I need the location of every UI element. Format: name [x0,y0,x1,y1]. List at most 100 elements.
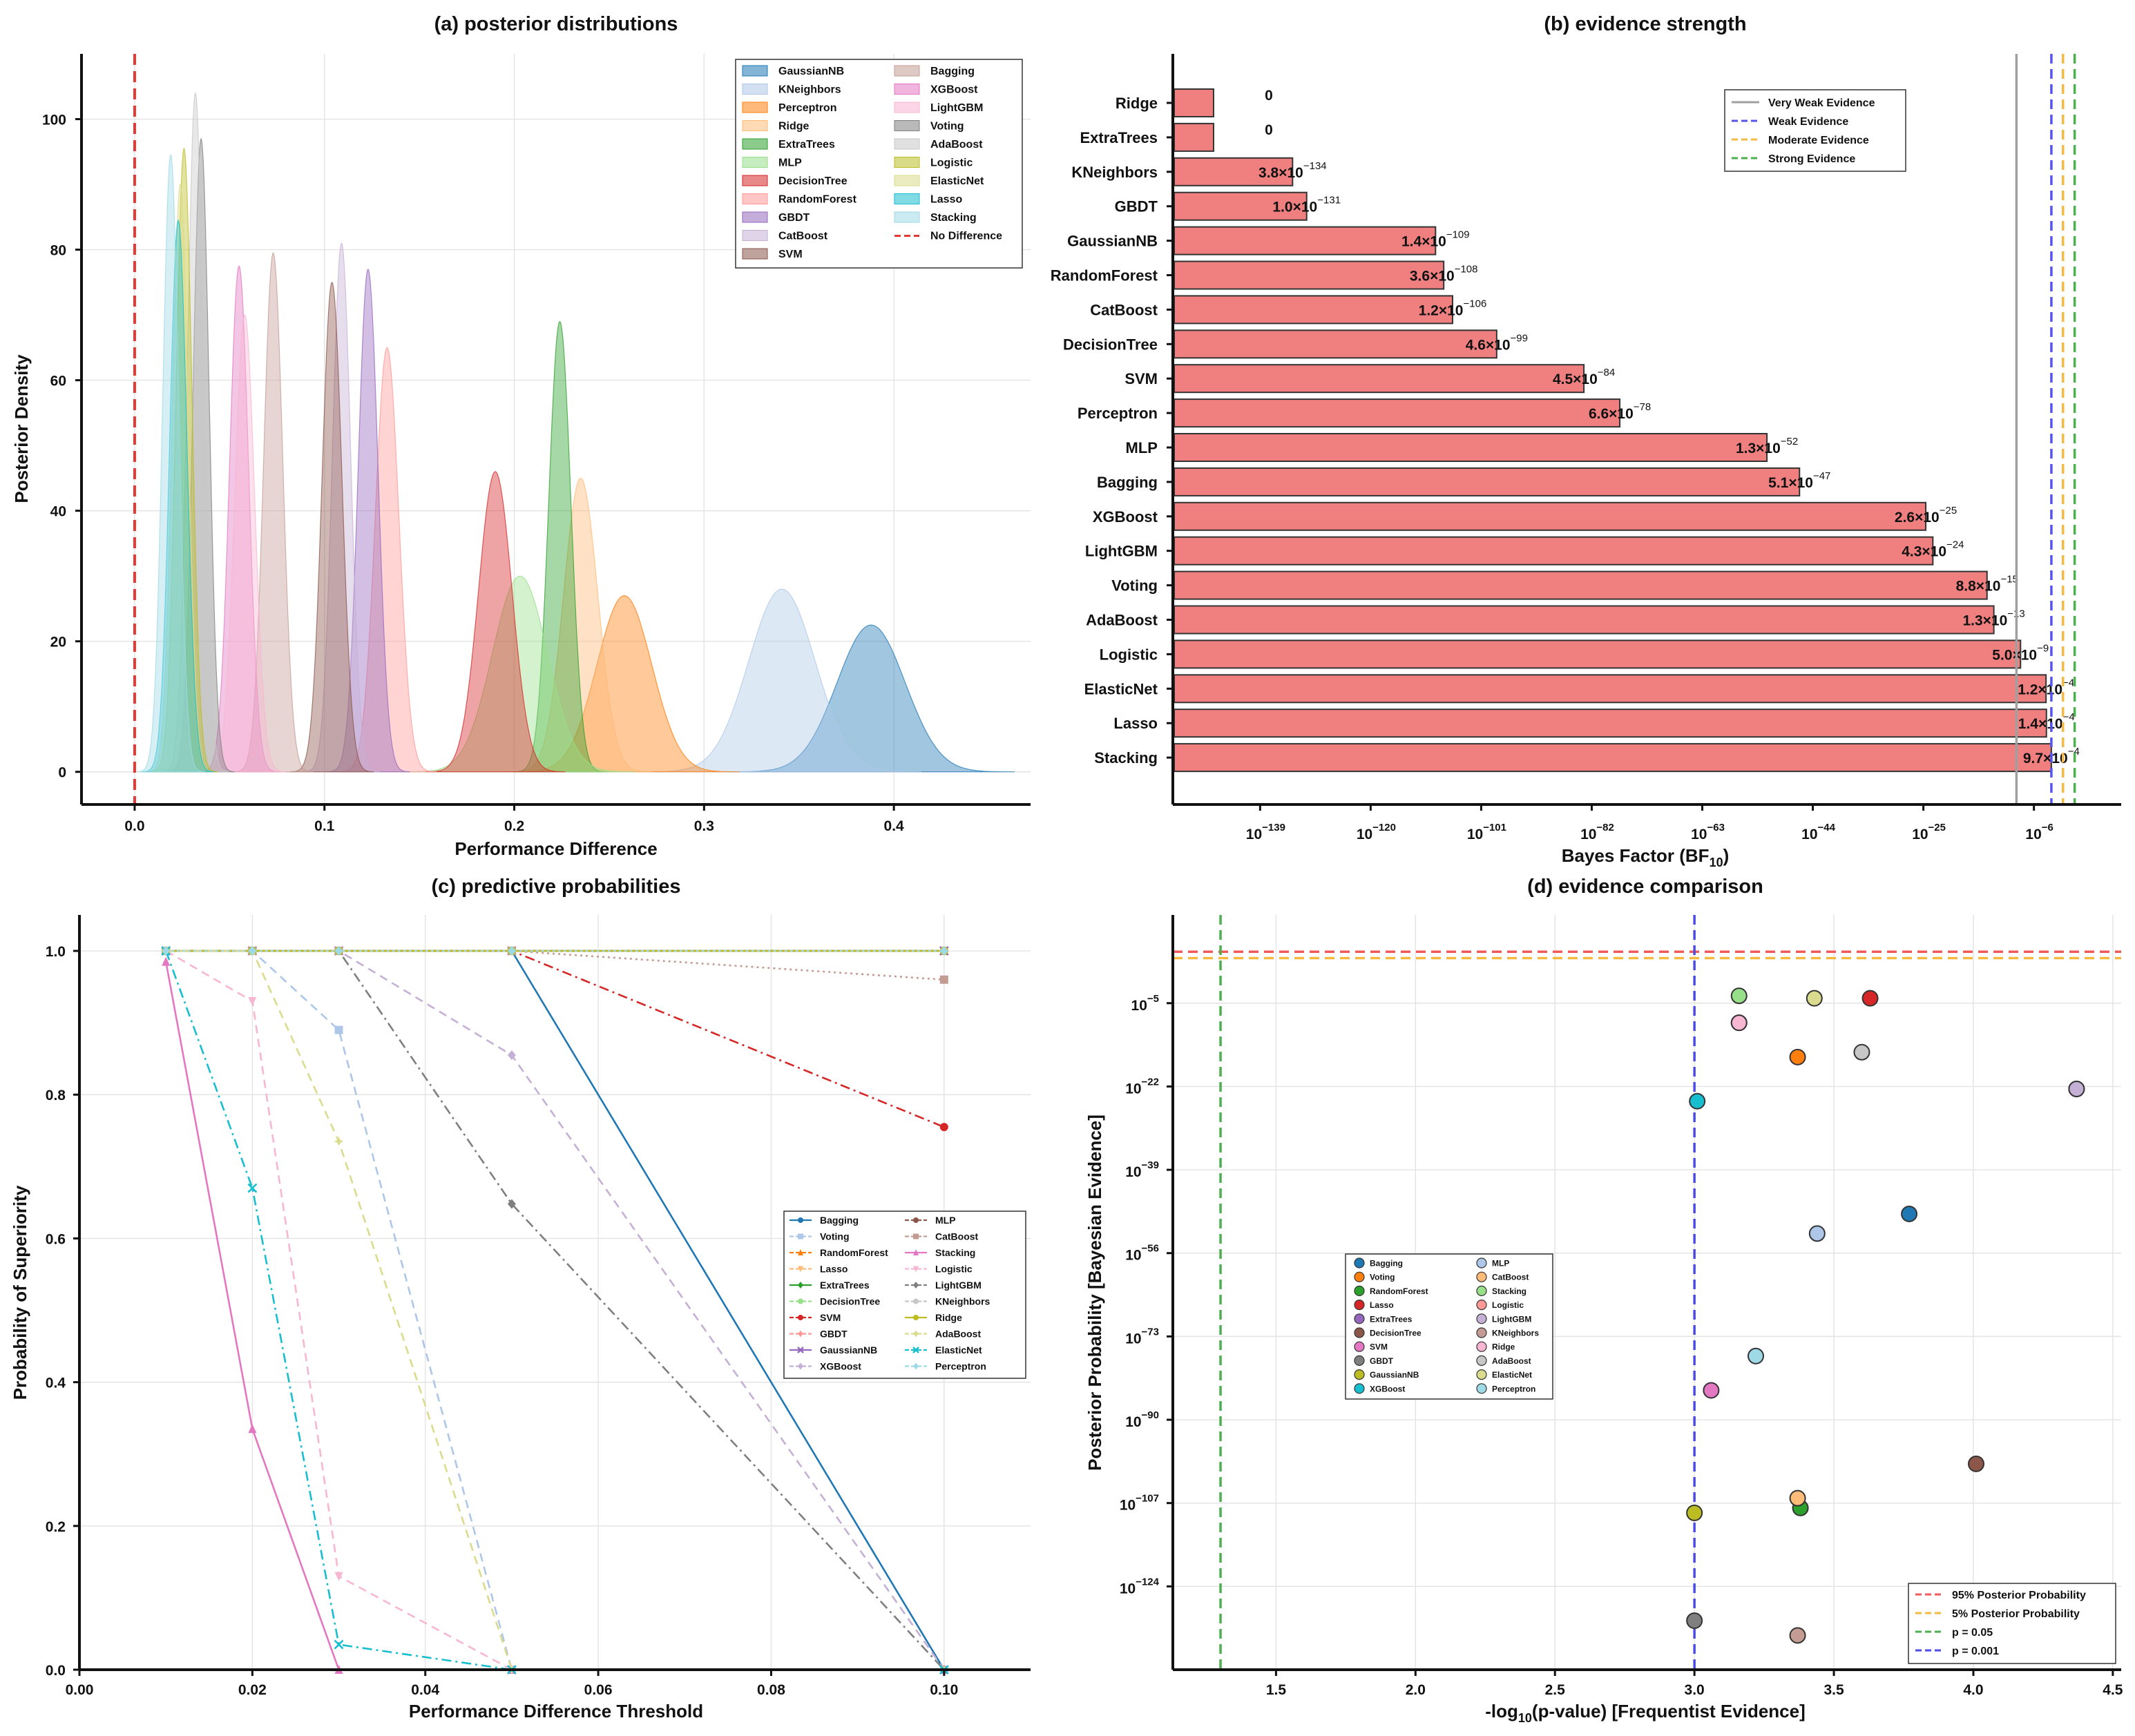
bar-value-label: 6.6×10−78 [1589,401,1651,422]
legend-label: 95% Posterior Probability [1952,1590,2086,1601]
series-point [939,975,948,984]
panel-b-title: (b) evidence strength [1544,13,1746,35]
bar-mlp [1174,433,1768,462]
point-catboost [1789,1489,1806,1507]
legend-marker [797,1347,804,1353]
legend-marker [798,1217,803,1223]
x-tick-label: 0.08 [757,1682,785,1698]
category-label: AdaBoost [1086,612,1158,629]
legend-label: Stacking [935,1247,975,1258]
bar-lasso [1174,708,2047,738]
legend-label: XGBoost [820,1361,861,1372]
bar-value-label: 2.6×10−25 [1895,505,1957,525]
legend-b: Very Weak Evidence Weak Evidence Moderate … [1724,89,1906,172]
bar-value-label: 1.2×10−106 [1419,298,1487,318]
legend-swatch-catboost [742,230,768,241]
bar-value-label: 1.4×10−109 [1401,229,1470,250]
legend-marker [913,1233,919,1240]
series-point [162,956,171,966]
legend-marker [1476,1369,1487,1380]
category-label: ElasticNet [1084,680,1158,697]
panel-c-xlabel: Performance Difference Threshold [409,1701,703,1721]
legend-marker [1354,1369,1365,1380]
category-label: KNeighbors [1071,164,1158,181]
legend-label: Logistic [935,1264,973,1275]
bar-value-label: 3.6×10−108 [1410,264,1478,284]
legend-label: p = 0.05 [1952,1627,1993,1639]
x-tick-label: 10−63 [1691,822,1725,842]
legend-label: Lasso [820,1264,848,1275]
bar-value-label: 4.5×10−84 [1553,367,1615,387]
category-label: ExtraTrees [1080,129,1158,146]
panel-a-title: (a) posterior distributions [434,13,678,35]
series-point [248,996,257,1006]
legend-swatch-decisiontree [742,175,768,186]
legend-marker [1476,1285,1487,1297]
bar-value-label: 9.7×10−4 [2023,746,2080,766]
category-label: SVM [1124,370,1158,387]
legend-label: Stacking [1492,1286,1526,1296]
legend-label: Voting [930,121,964,133]
bar-value-label: 5.0×10−9 [1992,642,2049,663]
density-kneighbors [642,588,921,773]
panel-c: 0.00 0.02 0.04 0.06 0.08 0.10 0.0 0.2 0.4 0.6 0.8 1… [10,876,1031,1721]
legend-marker [1354,1383,1365,1394]
legend-swatch-gbdt [742,211,768,223]
series-point [247,1183,258,1193]
y-tick-label: 0.4 [46,1376,66,1391]
bar-gaussiannb [1174,226,1437,255]
bar-catboost [1174,295,1453,325]
series-perceptron [162,946,948,956]
legend-swatch-elasticnet [894,175,920,186]
legend-d-lines: 95% Posterior Probability 5% Posterior Pr… [1908,1583,2116,1664]
legend-marker [1354,1271,1365,1282]
point-perceptron [1747,1347,1764,1364]
legend-swatch-perceptron [742,102,768,113]
point-voting [1789,1048,1806,1065]
panel-d-title: (d) evidence comparison [1527,876,1763,898]
legend-label: ExtraTrees [820,1280,870,1291]
bar-kneighbors [1174,157,1294,186]
legend-marker [1354,1341,1365,1352]
x-tick-label: 4.5 [2103,1682,2123,1698]
point-lasso [1861,990,1879,1007]
legend-label: Perceptron [1492,1384,1535,1393]
category-label: DecisionTree [1063,336,1158,353]
density-randomforest [337,347,437,773]
x-tick-label: 10−101 [1467,822,1506,842]
density-adaboost [161,91,229,773]
y-tick-label: 10−22 [1125,1076,1159,1097]
category-label: Lasso [1113,715,1158,732]
category-label: XGBoost [1093,508,1158,525]
y-tick-label: 20 [50,635,66,650]
x-tick-label: 0.2 [504,818,524,834]
legend-marker [913,1266,919,1273]
legend-label: GaussianNB [778,66,844,77]
x-tick-label: 1.5 [1266,1682,1287,1698]
legend-marker [913,1217,919,1223]
point-lightgbm [2068,1080,2085,1097]
category-label: LightGBM [1085,543,1158,560]
legend-label: Lasso [1370,1300,1394,1310]
bar-xgboost [1174,501,1927,531]
legend-label: No Difference [930,231,1002,242]
y-tick-label: 0.0 [46,1663,66,1679]
legend-marker [797,1330,804,1338]
legend-label: SVM [778,249,803,260]
legend-label: Perceptron [935,1361,986,1372]
bar-value-label: 4.6×10−99 [1466,332,1528,353]
density-gaussiannb [727,624,1015,773]
legend-label: CatBoost [778,231,828,242]
x-tick-label: 0.00 [66,1682,94,1698]
density-ridge [508,477,653,773]
legend-marker [798,1298,803,1304]
x-tick-label: 0.10 [930,1682,958,1698]
y-tick-label: 0.6 [46,1231,66,1247]
legend-label: DecisionTree [820,1296,880,1307]
legend-label: Bagging [820,1215,859,1226]
legend-label: MLP [935,1215,956,1226]
point-stacking [1730,987,1748,1005]
bar-randomforest [1174,260,1445,290]
legend-marker [1354,1285,1365,1297]
